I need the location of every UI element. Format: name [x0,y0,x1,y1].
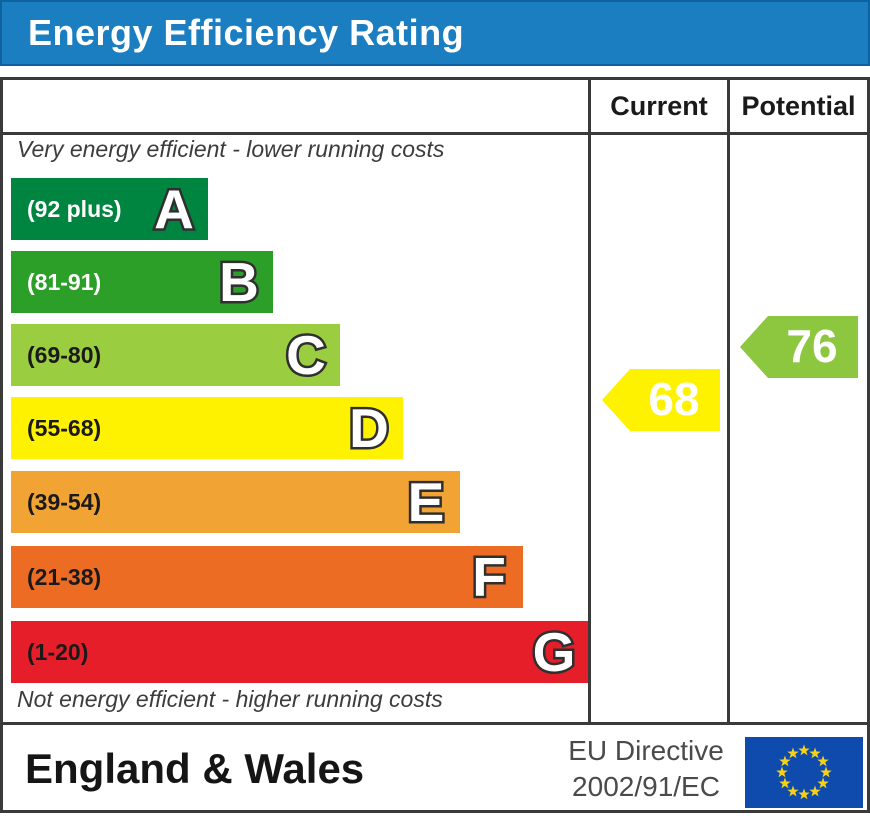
eu-flag-icon [745,737,863,808]
column-header-potential: Potential [741,90,856,121]
band-range-label: (1-20) [27,638,89,665]
column-divider-current [588,80,591,725]
svg-text:A: A [154,178,194,240]
eu-directive-label: EU Directive 2002/91/EC [551,728,741,810]
band-letter-f: F [470,546,509,608]
current-rating-value: 68 [648,373,699,425]
bottom-note: Not energy efficient - higher running co… [17,686,443,712]
band-letter-c: C [284,324,329,386]
band-letter-e: E [405,471,447,533]
band-row-f: (21-38) F [11,546,523,608]
band-row-e: (39-54) E [11,471,460,533]
potential-rating-arrow: 76 [740,316,858,378]
svg-text:B: B [219,251,259,313]
band-range-label: (69-80) [27,341,102,368]
current-rating-arrow: 68 [602,369,720,431]
svg-text:E: E [408,471,445,533]
eu-directive-line1: EU Directive [568,734,724,766]
band-row-c: (69-80) C [11,324,340,386]
band-letter-b: B [217,251,262,313]
potential-rating-value: 76 [786,320,837,372]
footer-divider [3,722,867,725]
band-row-a: (92 plus) A [11,178,208,240]
page-title: Energy Efficiency Rating [28,12,465,53]
header-divider [3,132,867,135]
svg-text:F: F [472,546,506,608]
band-letter-g: G [530,621,578,683]
band-range-label: (81-91) [27,268,102,295]
band-row-g: (1-20) G [11,621,588,683]
top-note: Very energy efficient - lower running co… [17,136,445,162]
band-row-b: (81-91) B [11,251,273,313]
column-divider-potential [727,80,730,725]
band-letter-a: A [152,178,197,240]
band-range-label: (21-38) [27,563,102,590]
rating-table: Current Potential Very energy efficient … [0,77,870,813]
column-header-current: Current [610,90,708,121]
svg-text:D: D [349,397,389,459]
svg-text:C: C [286,324,326,386]
region-label: England & Wales [25,745,365,792]
svg-text:G: G [533,621,576,683]
band-range-label: (92 plus) [27,195,122,222]
band-letter-d: D [347,397,392,459]
title-bar: Energy Efficiency Rating [0,0,870,66]
band-range-label: (55-68) [27,414,102,441]
band-row-d: (55-68) D [11,397,403,459]
band-range-label: (39-54) [27,488,102,515]
eu-directive-line2: 2002/91/EC [572,771,720,802]
